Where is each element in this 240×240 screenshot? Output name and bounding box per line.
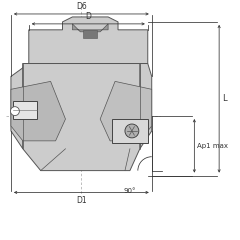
Text: D: D — [85, 12, 91, 21]
Text: Ap1 max: Ap1 max — [197, 143, 228, 149]
Polygon shape — [72, 24, 108, 32]
Polygon shape — [100, 81, 152, 141]
Polygon shape — [140, 64, 152, 149]
Polygon shape — [11, 81, 66, 141]
Text: 90°: 90° — [124, 188, 136, 194]
Polygon shape — [11, 64, 29, 149]
Text: D6: D6 — [76, 2, 87, 11]
Circle shape — [125, 124, 139, 138]
Bar — [13, 101, 37, 119]
Text: L: L — [222, 94, 227, 103]
Polygon shape — [112, 119, 148, 143]
Text: D1: D1 — [76, 196, 87, 205]
Polygon shape — [83, 30, 97, 38]
Polygon shape — [29, 17, 148, 64]
Polygon shape — [23, 64, 140, 171]
Circle shape — [11, 107, 19, 116]
